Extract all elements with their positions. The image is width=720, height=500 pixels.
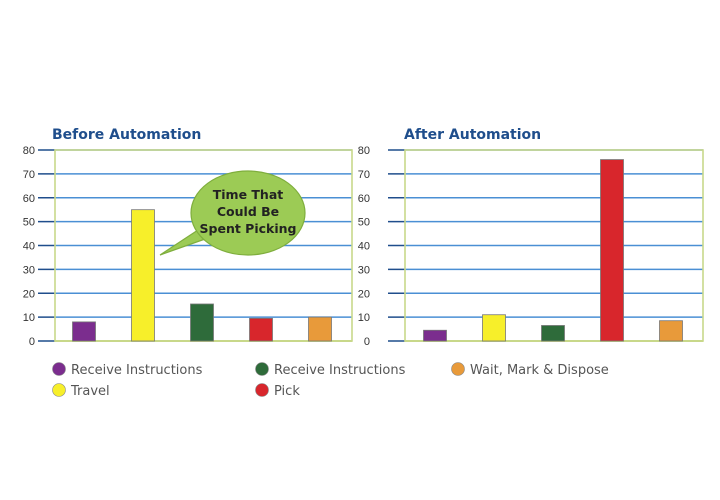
legend-label: Pick	[274, 384, 300, 399]
before-chart-bars	[72, 209, 332, 342]
y-tick-label: 80	[358, 145, 370, 157]
y-tick-label: 30	[23, 264, 35, 276]
legend-item-receive-instructions-purple: Receive Instructions	[52, 362, 203, 378]
y-tick-label: 10	[23, 312, 35, 324]
y-tick-label: 60	[23, 193, 35, 205]
legend-label: Receive Instructions	[274, 363, 406, 378]
legend-label: Travel	[70, 384, 110, 399]
legend-swatch	[255, 383, 269, 397]
y-tick-label: 40	[358, 241, 370, 253]
bar-travel-1	[131, 209, 155, 342]
legend: Receive Instructions Travel Receive Inst…	[52, 362, 609, 399]
bar-receive-instructions-0	[423, 329, 447, 342]
y-tick-label: 0	[364, 336, 370, 348]
legend-label: Receive Instructions	[71, 363, 203, 378]
y-tick-label: 20	[23, 288, 35, 300]
y-tick-label: 70	[23, 169, 35, 181]
after-chart-title: After Automation	[404, 127, 541, 143]
after-chart-bars	[423, 159, 683, 342]
y-tick-label: 80	[23, 145, 35, 157]
y-tick-label: 40	[23, 241, 35, 253]
y-tick-label: 30	[358, 264, 370, 276]
y-tick-label: 10	[358, 312, 370, 324]
y-tick-label: 50	[358, 217, 370, 229]
bar-receive-instructions-2	[541, 325, 565, 342]
legend-swatch	[451, 362, 465, 376]
y-tick-label: 60	[358, 193, 370, 205]
callout-line-3: Spent Picking	[200, 221, 297, 236]
bar-receive-instructions-2	[190, 303, 214, 342]
y-tick-label: 50	[23, 217, 35, 229]
spent-picking-callout: Time That Could Be Spent Picking	[159, 170, 306, 256]
bar-pick-3	[600, 159, 624, 342]
y-tick-label: 20	[358, 288, 370, 300]
before-chart-title: Before Automation	[52, 127, 201, 143]
y-tick-label: 70	[358, 169, 370, 181]
bar-travel-1	[482, 314, 506, 342]
before-chart-tick-labels: 0 10 20 30 40 50 60 70 80	[23, 145, 35, 348]
before-automation-chart: Before Automation 0 10 20 30 40 50 60 70 80 Time…	[23, 127, 353, 348]
bar-pick-3	[249, 317, 273, 342]
after-chart-gridlines	[388, 149, 703, 342]
bar-wait-mark-dispose-4	[308, 316, 332, 342]
legend-item-pick: Pick	[255, 383, 300, 399]
legend-swatch	[52, 383, 66, 397]
legend-swatch	[255, 362, 269, 376]
after-automation-chart: After Automation 0 10 20 30 40 50 60 70 80	[358, 127, 704, 348]
legend-item-travel: Travel	[52, 383, 110, 399]
bar-receive-instructions-0	[72, 321, 96, 342]
after-chart-tick-labels: 0 10 20 30 40 50 60 70 80	[358, 145, 370, 348]
callout-line-2: Could Be	[217, 204, 279, 219]
callout-ellipse	[190, 170, 306, 256]
bar-wait-mark-dispose-4	[659, 320, 683, 342]
legend-item-wait-mark-dispose: Wait, Mark & Dispose	[451, 362, 609, 378]
legend-item-receive-instructions-green: Receive Instructions	[255, 362, 406, 378]
y-tick-label: 0	[29, 336, 35, 348]
legend-swatch	[52, 362, 66, 376]
callout-line-1: Time That	[213, 187, 284, 202]
legend-label: Wait, Mark & Dispose	[470, 363, 609, 378]
